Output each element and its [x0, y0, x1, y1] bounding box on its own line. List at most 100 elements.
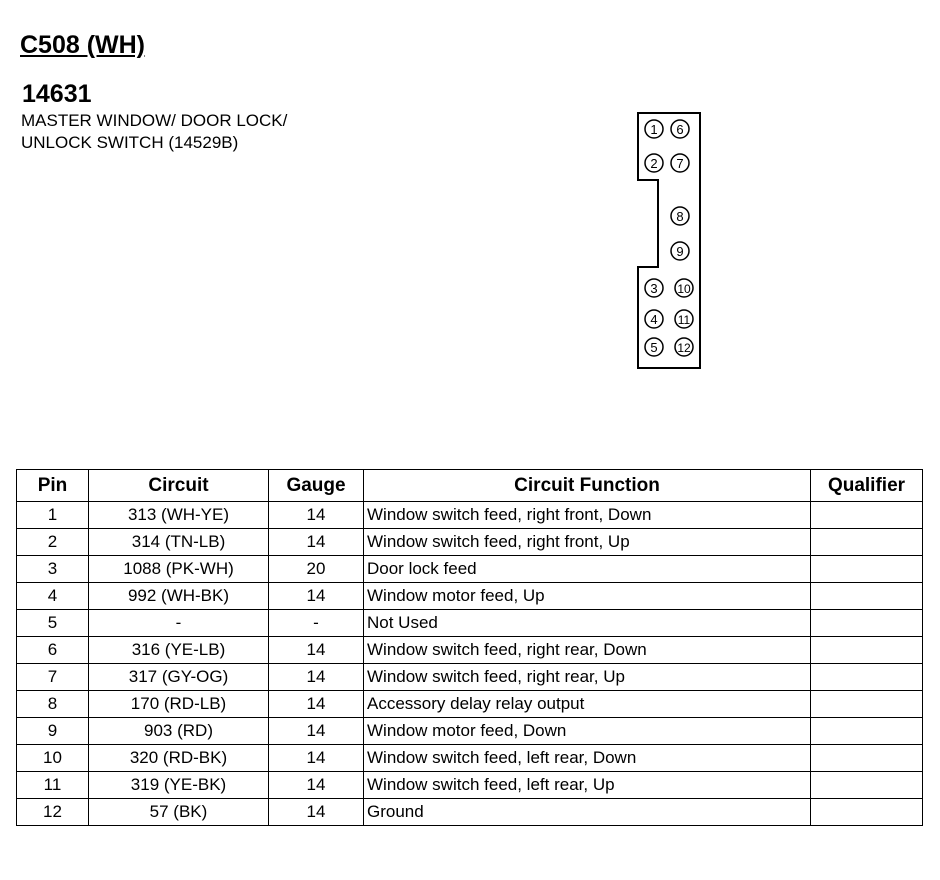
gauge-cell: 14 [268, 744, 364, 772]
circuit-cell: 319 (YE-BK) [88, 771, 269, 799]
function-cell: Window motor feed, Up [363, 582, 811, 610]
table-row: 1 313 (WH-YE) 14 Window switch feed, right … [16, 501, 923, 529]
pinout-table: Pin Circuit Gauge Circuit Function Qualifier… [16, 469, 923, 826]
qualifier-cell [810, 555, 923, 583]
part-number: 14631 [22, 80, 92, 108]
description-line: UNLOCK SWITCH (14529B) [21, 133, 239, 152]
pin-cell: 11 [16, 771, 89, 799]
gauge-cell: 14 [268, 771, 364, 799]
table-row: 3 1088 (PK-WH) 20 Door lock feed [16, 555, 923, 583]
gauge-cell: - [268, 609, 364, 637]
description-line: MASTER WINDOW/ DOOR LOCK/ [21, 111, 288, 130]
table-row: 10 320 (RD-BK) 14 Window switch feed, left … [16, 744, 923, 772]
table-row: 2 314 (TN-LB) 14 Window switch feed, right … [16, 528, 923, 556]
column-header: Pin [16, 469, 89, 502]
pin-cell: 4 [16, 582, 89, 610]
pin-3-circle [644, 278, 664, 298]
qualifier-cell [810, 636, 923, 664]
circuit-cell: 320 (RD-BK) [88, 744, 269, 772]
pin-label: 9 [676, 244, 683, 259]
qualifier-cell [810, 717, 923, 745]
gauge-cell: 14 [268, 663, 364, 691]
qualifier-cell [810, 771, 923, 799]
pin-cell: 3 [16, 555, 89, 583]
pin-8-circle [670, 206, 690, 226]
pin-12-circle [674, 337, 694, 357]
circuit-cell: - [88, 609, 269, 637]
pin-1-circle [644, 119, 664, 139]
pin-cell: 7 [16, 663, 89, 691]
circuit-cell: 170 (RD-LB) [88, 690, 269, 718]
qualifier-cell [810, 528, 923, 556]
function-cell: Window motor feed, Down [363, 717, 811, 745]
circuit-cell: 316 (YE-LB) [88, 636, 269, 664]
pin-6-circle [670, 119, 690, 139]
function-cell: Window switch feed, right rear, Up [363, 663, 811, 691]
gauge-cell: 14 [268, 690, 364, 718]
gauge-cell: 14 [268, 636, 364, 664]
function-cell: Window switch feed, right front, Up [363, 528, 811, 556]
pin-9-circle [670, 241, 690, 261]
pin-label: 5 [650, 340, 657, 355]
column-header: Circuit Function [363, 469, 811, 502]
function-cell: Accessory delay relay output [363, 690, 811, 718]
table-row: 9 903 (RD) 14 Window motor feed, Down [16, 717, 923, 745]
function-cell: Door lock feed [363, 555, 811, 583]
circuit-cell: 313 (WH-YE) [88, 501, 269, 529]
gauge-cell: 14 [268, 528, 364, 556]
pin-2-circle [644, 153, 664, 173]
table-row: 8 170 (RD-LB) 14 Accessory delay relay outp… [16, 690, 923, 718]
gauge-cell: 14 [268, 582, 364, 610]
pin-cell: 8 [16, 690, 89, 718]
circuit-cell: 57 (BK) [88, 798, 269, 826]
table-row: 6 316 (YE-LB) 14 Window switch feed, right … [16, 636, 923, 664]
function-cell: Not Used [363, 609, 811, 637]
column-header: Gauge [268, 469, 364, 502]
table-row: 12 57 (BK) 14 Ground [16, 798, 923, 826]
gauge-cell: 14 [268, 717, 364, 745]
qualifier-cell [810, 690, 923, 718]
pin-cell: 9 [16, 717, 89, 745]
gauge-cell: 14 [268, 501, 364, 529]
qualifier-cell [810, 744, 923, 772]
pin-cell: 2 [16, 528, 89, 556]
column-header: Qualifier [810, 469, 923, 502]
table-header-row: Pin Circuit Gauge Circuit Function Qualifier [16, 469, 923, 502]
pin-5-circle [644, 337, 664, 357]
pin-label: 12 [677, 341, 691, 355]
pin-label: 3 [650, 281, 657, 296]
table-row: 4 992 (WH-BK) 14 Window motor feed, Up [16, 582, 923, 610]
pin-label: 4 [650, 312, 657, 327]
pin-cell: 5 [16, 609, 89, 637]
pin-label: 10 [677, 282, 691, 296]
pin-cell: 12 [16, 798, 89, 826]
pin-11-circle [674, 309, 694, 329]
pin-label: 8 [676, 209, 683, 224]
pin-cell: 6 [16, 636, 89, 664]
circuit-cell: 1088 (PK-WH) [88, 555, 269, 583]
pin-label: 6 [676, 122, 683, 137]
pin-label: 11 [678, 313, 691, 327]
column-header: Circuit [88, 469, 269, 502]
connector-title: C508 (WH) [20, 31, 146, 59]
qualifier-cell [810, 582, 923, 610]
qualifier-cell [810, 663, 923, 691]
circuit-cell: 992 (WH-BK) [88, 582, 269, 610]
function-cell: Window switch feed, left rear, Down [363, 744, 811, 772]
pin-cell: 1 [16, 501, 89, 529]
pin-label: 7 [676, 156, 683, 171]
pin-10-circle [674, 278, 694, 298]
circuit-cell: 903 (RD) [88, 717, 269, 745]
qualifier-cell [810, 609, 923, 637]
circuit-cell: 314 (TN-LB) [88, 528, 269, 556]
function-cell: Window switch feed, right rear, Down [363, 636, 811, 664]
pin-cell: 10 [16, 744, 89, 772]
table-row: 11 319 (YE-BK) 14 Window switch feed, left … [16, 771, 923, 799]
function-cell: Window switch feed, right front, Down [363, 501, 811, 529]
gauge-cell: 14 [268, 798, 364, 826]
function-cell: Ground [363, 798, 811, 826]
table-row: 7 317 (GY-OG) 14 Window switch feed, right … [16, 663, 923, 691]
function-cell: Window switch feed, left rear, Up [363, 771, 811, 799]
table-row: 5- - Not Used [16, 609, 923, 637]
